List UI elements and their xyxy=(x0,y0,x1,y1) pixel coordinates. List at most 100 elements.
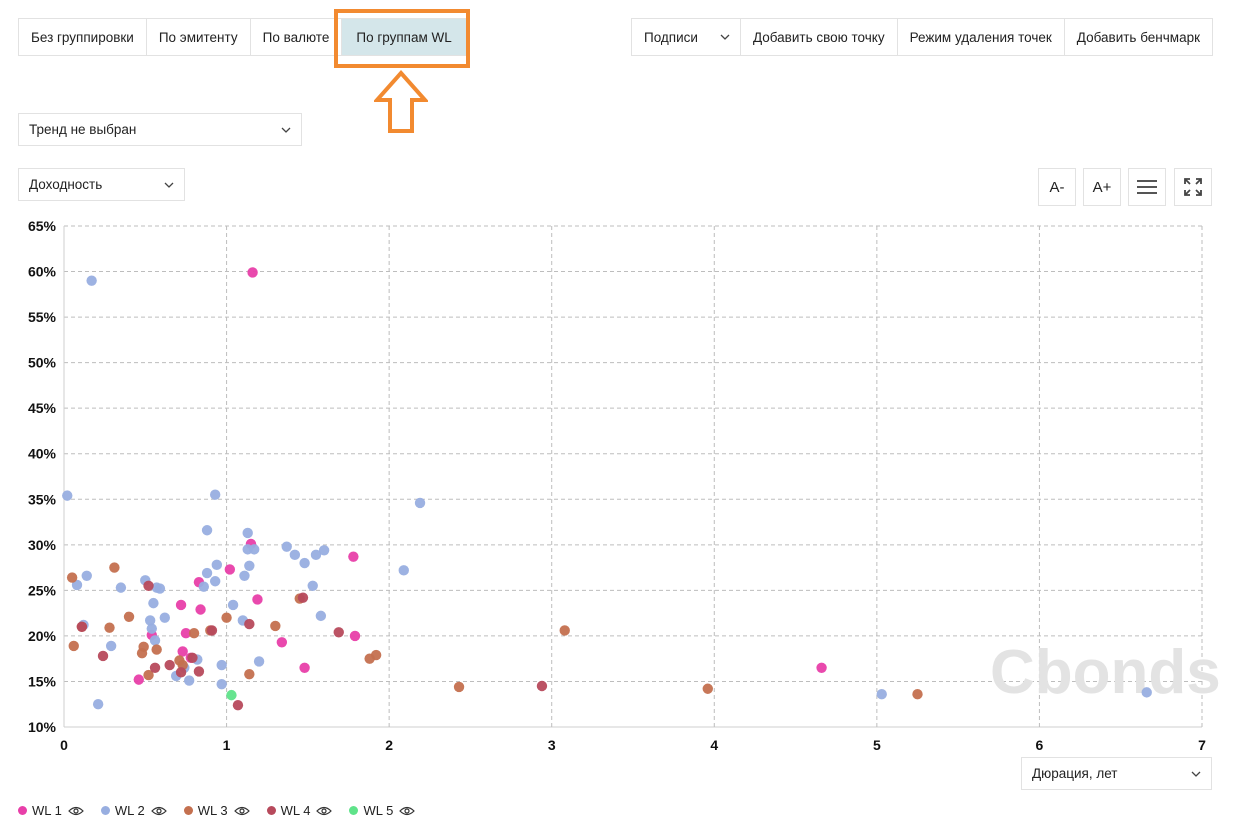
point-wl1[interactable] xyxy=(816,662,827,673)
point-wl1[interactable] xyxy=(224,564,236,575)
point-wl2[interactable] xyxy=(81,570,92,581)
grouping-tab-2[interactable]: По эмитенту xyxy=(145,18,251,56)
point-wl4[interactable] xyxy=(175,667,187,678)
font-decrease-button[interactable]: A- xyxy=(1038,168,1076,206)
point-wl2[interactable] xyxy=(92,699,104,710)
point-wl3[interactable] xyxy=(244,668,255,680)
point-wl2[interactable] xyxy=(307,580,318,592)
labels-select[interactable]: Подписи xyxy=(631,18,741,56)
point-wl1[interactable] xyxy=(348,551,359,562)
point-wl2[interactable] xyxy=(148,597,159,609)
grouping-tab-4[interactable]: По группам WL xyxy=(341,18,467,56)
point-wl2[interactable] xyxy=(86,275,97,286)
point-wl2[interactable] xyxy=(144,615,156,626)
point-wl4[interactable] xyxy=(164,659,175,671)
menu-button[interactable] xyxy=(1128,168,1166,206)
point-wl2[interactable] xyxy=(244,560,255,571)
point-wl1[interactable] xyxy=(349,630,361,642)
point-wl4[interactable] xyxy=(297,592,309,603)
point-wl4[interactable] xyxy=(206,625,218,636)
point-wl4[interactable] xyxy=(244,618,255,630)
legend-item-wl2[interactable]: WL 2 xyxy=(100,803,167,818)
legend-item-wl5[interactable]: WL 5 xyxy=(349,803,416,818)
point-wl2[interactable] xyxy=(154,583,166,594)
point-wl1[interactable] xyxy=(247,267,258,278)
metric-select[interactable]: Доходность xyxy=(18,168,185,201)
eye-icon[interactable] xyxy=(399,806,416,816)
delete-mode-button[interactable]: Режим удаления точек xyxy=(896,18,1065,56)
point-wl4[interactable] xyxy=(232,699,244,711)
point-wl2[interactable] xyxy=(115,582,127,593)
point-wl2[interactable] xyxy=(414,497,426,509)
point-wl2[interactable] xyxy=(209,489,221,500)
point-wl1[interactable] xyxy=(177,646,188,657)
point-wl3[interactable] xyxy=(364,653,375,664)
point-wl3[interactable] xyxy=(136,648,148,659)
point-wl2[interactable] xyxy=(209,576,221,587)
point-wl4[interactable] xyxy=(149,662,161,673)
point-wl2[interactable] xyxy=(281,541,292,552)
point-wl2[interactable] xyxy=(159,612,170,623)
point-wl4[interactable] xyxy=(187,652,198,663)
point-wl4[interactable] xyxy=(193,666,205,677)
point-wl3[interactable] xyxy=(188,627,200,639)
point-wl4[interactable] xyxy=(536,680,548,692)
point-wl3[interactable] xyxy=(559,625,570,636)
eye-icon[interactable] xyxy=(316,806,333,816)
point-wl3[interactable] xyxy=(104,622,115,633)
point-wl3[interactable] xyxy=(453,681,465,693)
point-wl2[interactable] xyxy=(216,659,227,671)
add-benchmark-button[interactable]: Добавить бенчмарк xyxy=(1063,18,1213,56)
point-wl2[interactable] xyxy=(289,549,301,561)
point-wl3[interactable] xyxy=(66,572,78,583)
point-wl2[interactable] xyxy=(216,678,227,690)
font-increase-button[interactable]: A+ xyxy=(1083,168,1121,206)
point-wl2[interactable] xyxy=(242,527,253,539)
point-wl1[interactable] xyxy=(195,604,206,615)
legend-item-wl3[interactable]: WL 3 xyxy=(183,803,250,818)
point-wl2[interactable] xyxy=(71,579,83,591)
point-wl2[interactable] xyxy=(198,581,210,592)
point-wl1[interactable] xyxy=(133,674,144,685)
point-wl2[interactable] xyxy=(310,549,322,561)
point-wl1[interactable] xyxy=(299,662,310,673)
point-wl2[interactable] xyxy=(146,623,157,634)
point-wl2[interactable] xyxy=(201,525,213,536)
x-axis-select[interactable]: Дюрация, лет xyxy=(1021,757,1212,790)
point-wl2[interactable] xyxy=(318,545,330,556)
point-wl5[interactable] xyxy=(226,689,237,701)
eye-icon[interactable] xyxy=(150,806,167,816)
point-wl2[interactable] xyxy=(876,689,887,700)
point-wl1[interactable] xyxy=(276,637,288,648)
add-point-button[interactable]: Добавить свою точку xyxy=(739,18,898,56)
point-wl2[interactable] xyxy=(1141,687,1152,698)
point-wl3[interactable] xyxy=(123,611,135,622)
legend-item-wl4[interactable]: WL 4 xyxy=(266,803,333,818)
eye-icon[interactable] xyxy=(233,806,250,816)
grouping-tab-1[interactable]: Без группировки xyxy=(18,18,147,56)
point-wl1[interactable] xyxy=(252,594,263,605)
point-wl3[interactable] xyxy=(702,683,713,694)
point-wl3[interactable] xyxy=(151,644,162,655)
eye-icon[interactable] xyxy=(68,806,84,816)
point-wl3[interactable] xyxy=(221,612,232,623)
point-wl2[interactable] xyxy=(105,640,117,652)
point-wl2[interactable] xyxy=(211,559,223,571)
point-wl2[interactable] xyxy=(149,635,161,646)
grouping-tab-3[interactable]: По валюте xyxy=(249,18,343,56)
point-wl4[interactable] xyxy=(333,627,344,638)
point-wl4[interactable] xyxy=(97,650,109,662)
point-wl2[interactable] xyxy=(398,565,409,576)
point-wl2[interactable] xyxy=(253,656,265,667)
point-wl4[interactable] xyxy=(76,621,88,632)
point-wl2[interactable] xyxy=(299,557,310,569)
point-wl3[interactable] xyxy=(68,640,79,652)
point-wl2[interactable] xyxy=(62,490,73,501)
point-wl3[interactable] xyxy=(143,669,154,681)
trend-select[interactable]: Тренд не выбран xyxy=(18,113,302,146)
legend-item-wl1[interactable]: WL 1 xyxy=(18,803,84,818)
point-wl2[interactable] xyxy=(249,544,260,555)
point-wl2[interactable] xyxy=(183,675,195,686)
point-wl3[interactable] xyxy=(912,689,923,700)
point-wl3[interactable] xyxy=(109,562,120,573)
